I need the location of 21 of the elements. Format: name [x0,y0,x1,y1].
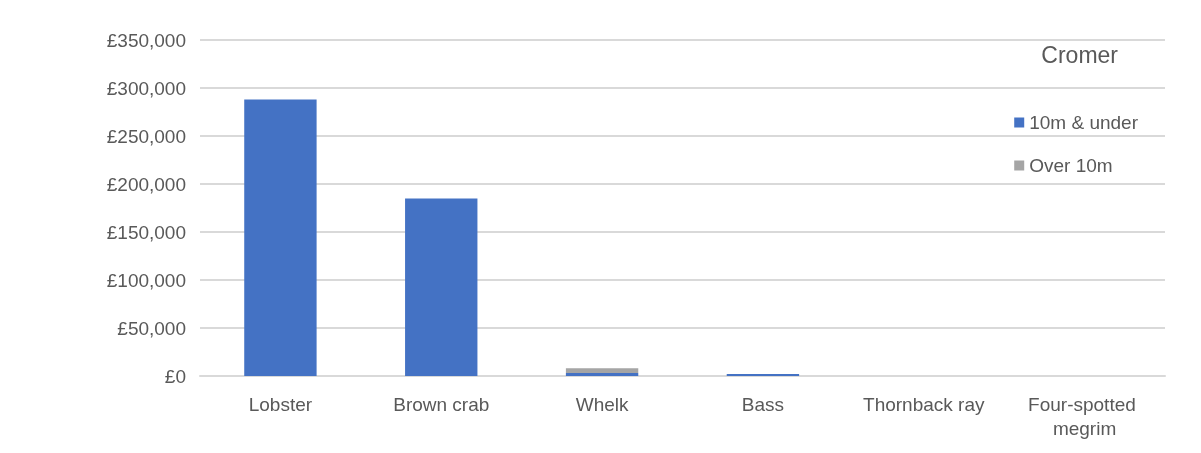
y-tick-label: £0 [164,365,186,387]
chart-title: Cromer [1041,41,1119,68]
x-tick-label: Lobster [248,393,313,415]
y-tick-label: £150,000 [106,221,186,243]
x-tick-label: Bass [741,393,785,415]
bar [244,99,317,376]
bar [565,368,639,374]
bar [405,198,478,376]
bar [565,373,639,376]
y-tick-label: £350,000 [106,29,186,51]
y-tick-label: £250,000 [106,125,186,147]
x-tick-label: Four-spotted megrim [1028,393,1142,439]
legend-label: 10m & under [1029,112,1139,133]
x-tick-label: Thornback ray [863,393,985,415]
y-tick-label: £100,000 [106,269,186,291]
legend-label: Over 10m [1029,155,1113,176]
y-tick-label: £200,000 [106,173,186,195]
y-tick-label: £50,000 [117,317,186,339]
x-tick-label: Brown crab [393,393,490,415]
x-tick-label: Whelk [575,393,629,415]
y-tick-label: £300,000 [106,77,186,99]
